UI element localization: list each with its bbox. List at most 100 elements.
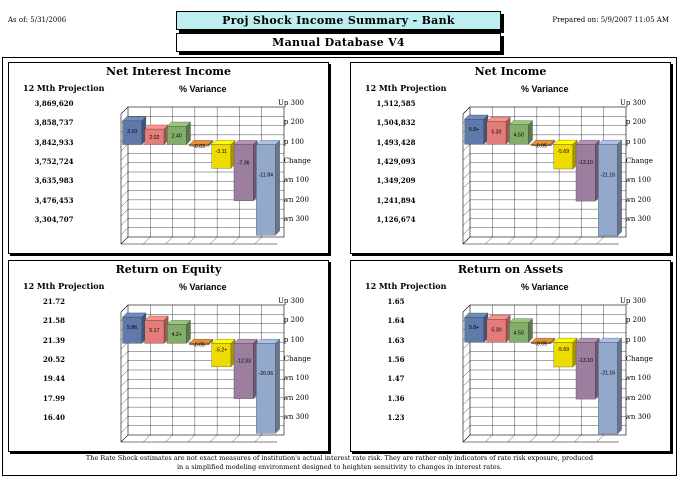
scenario-label: Down 300 bbox=[615, 214, 651, 223]
bar-value-label: 5.8+ bbox=[469, 325, 479, 331]
scenario-label: Up 100 bbox=[620, 335, 646, 344]
projection-value: 1.64 bbox=[387, 316, 405, 326]
projection-label: 12 Mth Projection bbox=[365, 281, 447, 291]
projection-label: 12 Mth Projection bbox=[365, 83, 447, 93]
projection-value: 1.56 bbox=[387, 354, 405, 364]
bar bbox=[531, 139, 556, 147]
prepared-on-date: Prepared on: 5/9/2007 11:05 AM bbox=[552, 16, 669, 24]
bar-value-label: -7.36 bbox=[238, 160, 250, 166]
projection-label: 12 Mth Projection bbox=[23, 83, 105, 93]
bar bbox=[464, 312, 489, 343]
variance-chart: 3.10 2.02 2.40 -0.03 -3.11 -7.36 -11.84 bbox=[120, 106, 285, 245]
scenario-label: Up 200 bbox=[620, 118, 646, 127]
bar-value-label: 4.50 bbox=[514, 133, 524, 139]
variance-chart: 5.8+ 5.30 4.50 -0.05 -5.69 -13.10 -21.16 bbox=[462, 106, 627, 245]
scenario-label: Down 100 bbox=[615, 374, 651, 383]
scenario-label: No Change bbox=[271, 156, 311, 165]
projection-value: 3,752,724 bbox=[34, 156, 74, 166]
bar-value-label: -0.05 bbox=[193, 343, 205, 349]
bar-value-label: 2.40 bbox=[172, 133, 182, 139]
bar-value-label: -11.84 bbox=[259, 172, 273, 178]
scenario-label: Up 300 bbox=[620, 99, 646, 107]
projection-value: 16.40 bbox=[43, 412, 65, 422]
bar-value-label: -3.11 bbox=[216, 149, 228, 155]
chart-title: Net Income bbox=[474, 65, 547, 78]
projection-value: 21.72 bbox=[43, 297, 65, 306]
variance-label: % Variance bbox=[179, 84, 227, 94]
bar bbox=[597, 337, 623, 435]
scenario-label: Down 100 bbox=[615, 176, 651, 185]
projection-value: 1.63 bbox=[387, 335, 405, 345]
bar-value-label: -5.69 bbox=[557, 347, 569, 353]
variance-label: % Variance bbox=[521, 84, 569, 94]
scenario-label: Up 300 bbox=[620, 297, 646, 305]
scenario-label: No Change bbox=[613, 156, 653, 165]
scenario-label: Up 100 bbox=[620, 137, 646, 146]
projection-value: 3,635,983 bbox=[34, 176, 74, 186]
page-frame bbox=[2, 57, 677, 476]
bar bbox=[255, 338, 281, 434]
panel-net-interest-income: Net Interest Income 12 Mth Projection % Va… bbox=[8, 62, 329, 254]
bar-value-label: -0.05 bbox=[535, 144, 547, 150]
bar bbox=[255, 140, 281, 236]
bar-value-label: 5.17 bbox=[149, 328, 159, 334]
scenario-label: No Change bbox=[613, 354, 653, 363]
scenario-label: Up 100 bbox=[278, 137, 304, 146]
panel-net-income: Net Income 12 Mth Projection % Variance 1,5… bbox=[350, 62, 671, 254]
bar bbox=[575, 139, 600, 202]
bar bbox=[233, 338, 258, 400]
scenario-label: Up 200 bbox=[278, 118, 304, 127]
scenario-label: Down 100 bbox=[273, 374, 309, 383]
projection-value: 1.47 bbox=[387, 374, 405, 384]
bar bbox=[211, 338, 236, 368]
projection-value: 1,126,674 bbox=[376, 214, 416, 224]
bar bbox=[189, 140, 214, 147]
bar bbox=[508, 318, 533, 343]
projection-value: 3,304,707 bbox=[34, 214, 74, 224]
bar bbox=[597, 139, 623, 237]
projection-value: 1.65 bbox=[387, 297, 405, 306]
scenario-label: Down 200 bbox=[273, 393, 309, 402]
scenario-label: No Change bbox=[271, 354, 311, 363]
bar-value-label: 5.8+ bbox=[469, 127, 479, 133]
bar-value-label: 3.10 bbox=[127, 129, 137, 135]
scenario-label: Down 300 bbox=[273, 412, 309, 421]
scenario-label: Down 200 bbox=[273, 195, 309, 204]
scenario-label: Up 300 bbox=[278, 297, 304, 305]
panel-return-on-assets: Return on Assets 12 Mth Projection % Varia… bbox=[350, 260, 671, 452]
bar-value-label: -0.03 bbox=[193, 144, 205, 150]
chart-title: Return on Equity bbox=[115, 263, 222, 276]
scenario-label: Up 100 bbox=[278, 335, 304, 344]
bar-value-label: -21.16 bbox=[600, 172, 615, 178]
bar-value-label: 5.86 bbox=[127, 325, 137, 331]
scenario-label: Down 300 bbox=[273, 214, 309, 223]
projection-value: 1,493,428 bbox=[376, 137, 416, 147]
scenario-label: Down 100 bbox=[273, 176, 309, 185]
variance-chart: 5.8+ 5.30 4.50 -0.05 -5.69 -13.10 -21.16 bbox=[462, 304, 627, 443]
projection-value: 3,476,453 bbox=[34, 195, 74, 205]
bar bbox=[575, 337, 600, 400]
projection-value: 3,858,737 bbox=[34, 118, 74, 128]
as-of-date: As of: 5/31/2006 bbox=[8, 16, 67, 24]
bar-value-label: -5.69 bbox=[557, 149, 569, 155]
bar bbox=[531, 337, 556, 345]
projection-label: 12 Mth Projection bbox=[23, 281, 105, 291]
projection-value: 17.99 bbox=[43, 393, 65, 403]
bar-value-label: 2.02 bbox=[149, 135, 159, 141]
bar-value-label: -0.05 bbox=[535, 342, 547, 348]
variance-chart: 5.86 5.17 4.2+ -0.05 -5.2+ -12.33 -20.06 bbox=[120, 304, 285, 443]
bar-value-label: 4.2+ bbox=[172, 332, 182, 338]
projection-value: 3,842,933 bbox=[34, 137, 74, 147]
projection-value: 19.44 bbox=[43, 374, 65, 384]
bar-value-label: 5.30 bbox=[491, 129, 501, 135]
scenario-label: Up 300 bbox=[278, 99, 304, 107]
bar-value-label: -13.10 bbox=[578, 358, 593, 364]
projection-value: 1.23 bbox=[387, 412, 405, 422]
bar-value-label: -5.2+ bbox=[215, 348, 227, 354]
bar-value-label: 4.50 bbox=[514, 331, 524, 337]
variance-label: % Variance bbox=[521, 282, 569, 292]
panel-return-on-equity: Return on Equity 12 Mth Projection % Varia… bbox=[8, 260, 329, 452]
bar-value-label: -13.10 bbox=[578, 160, 593, 166]
bar-value-label: 5.30 bbox=[491, 327, 501, 333]
bar bbox=[166, 121, 191, 145]
